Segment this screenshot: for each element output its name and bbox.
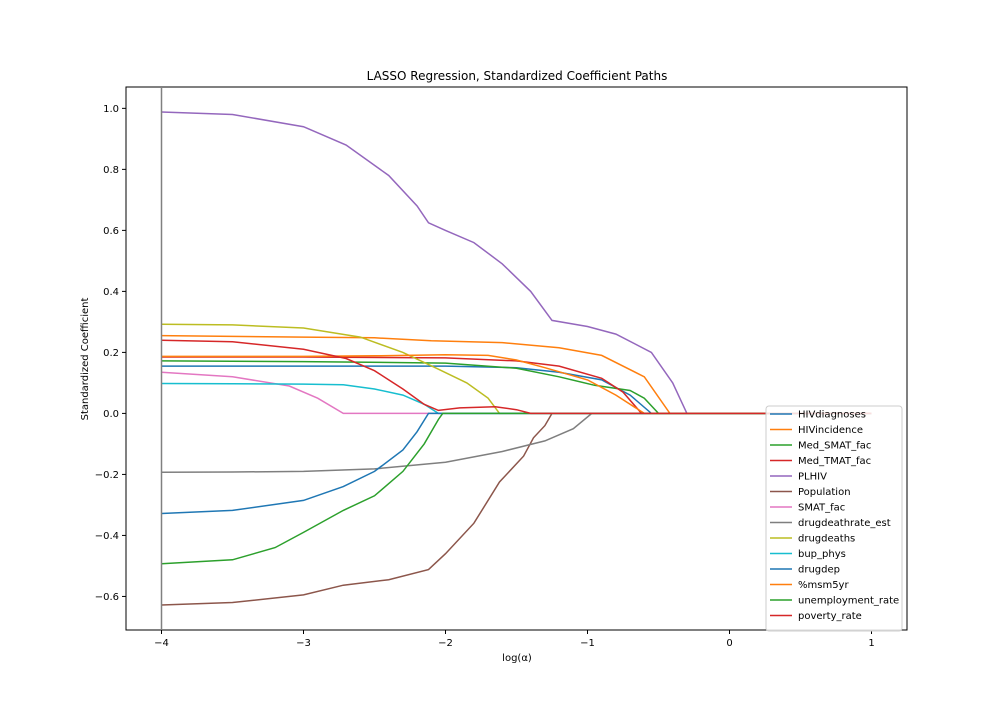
y-axis: −0.6 −0.4 −0.2 0.0 0.2 0.4 0.6 0.8 1.0 — [95, 104, 126, 603]
x-tick-label: −1 — [580, 638, 595, 649]
series-line-population — [161, 412, 872, 606]
series-line-drugdeathrate-est — [161, 412, 872, 474]
series-line-drugdep — [161, 412, 872, 515]
y-tick-label: 1.0 — [103, 104, 119, 115]
legend-label: HIVincidence — [798, 425, 863, 436]
legend-label: Population — [798, 487, 851, 498]
series-line-med-smat-fac — [161, 360, 872, 415]
legend: HIVdiagnoses HIVincidence Med_SMAT_fac Med_… — [765, 405, 903, 632]
y-axis-label: Standardized Coefficient — [80, 298, 91, 421]
x-tick-label: −4 — [154, 638, 169, 649]
plot-area — [125, 86, 908, 631]
legend-label: %msm5yr — [798, 580, 849, 591]
legend-box — [765, 405, 903, 632]
x-tick-label: −2 — [438, 638, 453, 649]
x-axis-label: log(α) — [502, 653, 532, 664]
y-tick-label: 0.2 — [103, 348, 119, 359]
series-line-drugdeaths — [161, 323, 872, 415]
y-tick-label: 0.4 — [103, 287, 119, 298]
series-line-poverty-rate — [161, 339, 872, 415]
x-tick-label: 0 — [726, 638, 732, 649]
y-tick-label: −0.2 — [95, 470, 119, 481]
legend-label: Med_TMAT_fac — [798, 456, 871, 467]
series-line-bup-phys — [161, 382, 872, 415]
legend-label: drugdeathrate_est — [798, 518, 891, 529]
x-tick-label: 1 — [868, 638, 874, 649]
series-line-med-tmat-fac — [161, 356, 872, 415]
legend-label: Med_SMAT_fac — [798, 441, 871, 452]
legend-label: drugdeaths — [798, 534, 855, 545]
x-tick-label: −3 — [296, 638, 311, 649]
series-layer — [161, 111, 872, 606]
legend-label: SMAT_fac — [798, 503, 845, 514]
chart-title: LASSO Regression, Standardized Coefficie… — [367, 69, 668, 83]
legend-label: PLHIV — [798, 472, 827, 483]
series-line-unemployment-rate — [161, 412, 872, 565]
y-tick-label: 0.6 — [103, 226, 119, 237]
y-tick-label: −0.4 — [95, 531, 119, 542]
plot-frame — [125, 86, 908, 631]
legend-label: poverty_rate — [798, 611, 862, 622]
legend-label: HIVdiagnoses — [798, 410, 866, 421]
y-tick-label: −0.6 — [95, 592, 119, 603]
series-line-hivincidence — [161, 334, 872, 415]
series-line-plhiv — [161, 111, 872, 415]
legend-label: unemployment_rate — [798, 596, 899, 607]
y-tick-label: 0.8 — [103, 165, 119, 176]
legend-label: drugdep — [798, 565, 840, 576]
y-tick-label: 0.0 — [103, 409, 119, 420]
series-line--msm5yr — [161, 354, 872, 415]
legend-label: bup_phys — [798, 549, 846, 560]
